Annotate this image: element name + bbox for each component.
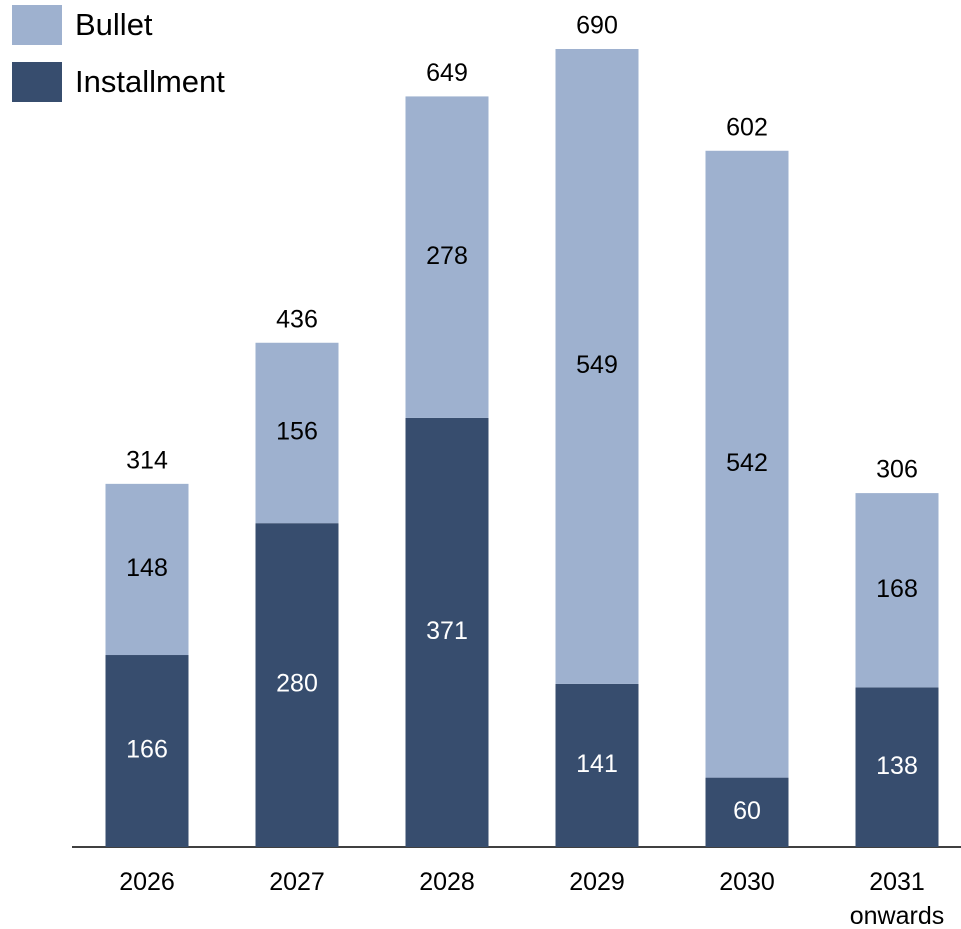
- total-label: 314: [126, 446, 168, 474]
- bar-segment: [855, 493, 939, 688]
- legend-label: Installment: [75, 64, 225, 99]
- bar-segment: [105, 483, 189, 656]
- value-label: 141: [576, 750, 618, 778]
- bar-segment: [855, 687, 939, 847]
- value-label: 542: [726, 449, 768, 477]
- bar-segment: [405, 417, 489, 847]
- x-tick-label: 2027: [269, 868, 325, 896]
- value-label: 138: [876, 752, 918, 780]
- value-label: 278: [426, 242, 468, 270]
- bar-segment: [705, 150, 789, 778]
- total-label: 306: [876, 456, 918, 484]
- bar-segment: [255, 342, 339, 524]
- legend-swatch: [12, 5, 62, 45]
- total-label: 649: [426, 59, 468, 87]
- value-label: 549: [576, 351, 618, 379]
- value-label: 371: [426, 617, 468, 645]
- total-label: 436: [276, 305, 318, 333]
- bar-segment: [705, 777, 789, 847]
- value-label: 280: [276, 670, 318, 698]
- total-label: 690: [576, 12, 618, 40]
- bar-segment: [255, 523, 339, 847]
- bar-segment: [555, 49, 639, 684]
- value-label: 168: [876, 575, 918, 603]
- x-tick-label: 2029: [569, 868, 625, 896]
- bar-segment: [105, 655, 189, 847]
- value-label: 148: [126, 554, 168, 582]
- bar-segment: [555, 683, 639, 847]
- legend-swatch: [12, 62, 62, 102]
- x-tick-label: 2028: [419, 868, 475, 896]
- value-label: 166: [126, 736, 168, 764]
- value-label: 156: [276, 418, 318, 446]
- x-tick-label: 2026: [119, 868, 175, 896]
- value-label: 60: [733, 797, 761, 825]
- total-label: 602: [726, 113, 768, 141]
- bar-segment: [405, 96, 489, 418]
- legend-label: Bullet: [75, 7, 153, 42]
- x-tick-label: 2031 onwards: [849, 868, 945, 929]
- x-tick-label: 2030: [719, 868, 775, 896]
